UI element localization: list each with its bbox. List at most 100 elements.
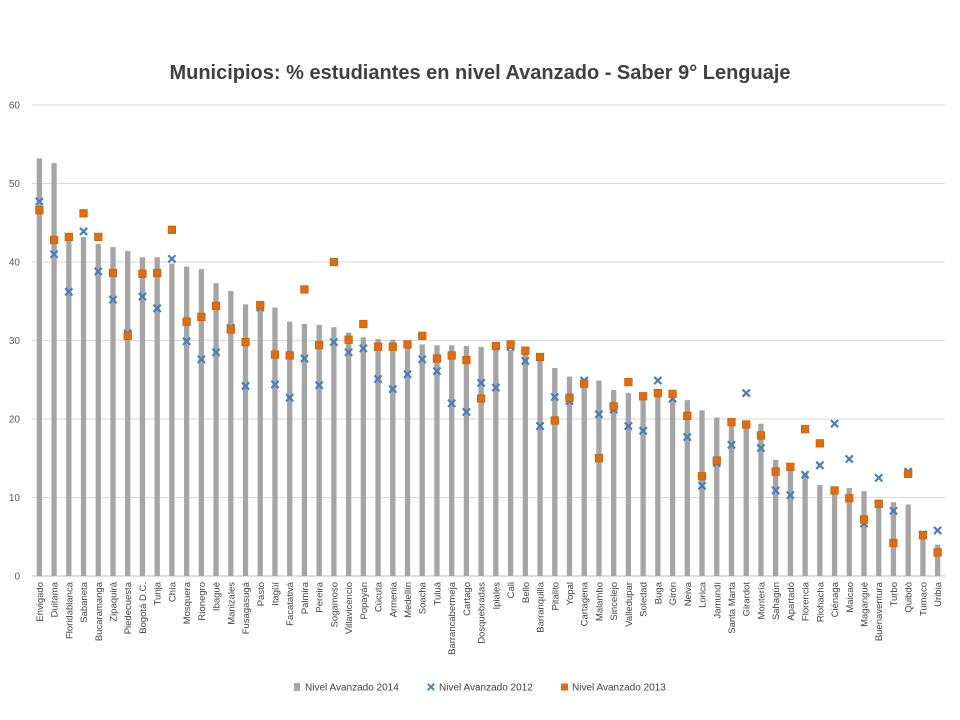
marker-2013 xyxy=(904,469,913,479)
marker-2013 xyxy=(535,352,545,362)
chart-title: Municipios: % estudiantes en nivel Avanz… xyxy=(169,62,791,84)
x-category-label: Envigado xyxy=(35,582,46,622)
marker-2012 xyxy=(771,486,781,495)
bar-2014 xyxy=(596,380,602,576)
bar-2014 xyxy=(611,389,617,576)
bar-2014 xyxy=(419,344,425,576)
x-category-label: Ipiales xyxy=(491,582,502,610)
marker-2012 xyxy=(358,343,368,353)
x-category-label: Valledupar xyxy=(624,582,635,627)
marker-2013 xyxy=(315,341,324,350)
bar-2014 xyxy=(684,400,690,576)
bar-2014 xyxy=(272,307,278,576)
marker-2013 xyxy=(432,354,442,363)
bar-2014 xyxy=(934,544,941,576)
bar-2014 xyxy=(493,349,499,576)
marker-2013 xyxy=(270,350,280,359)
y-tick-label: 50 xyxy=(9,179,21,190)
marker-2012 xyxy=(300,354,309,363)
x-category-label: Chía xyxy=(167,581,178,602)
x-category-label: Neiva xyxy=(683,581,694,606)
bar-series-2014 xyxy=(36,158,941,576)
marker-2012 xyxy=(417,354,427,364)
x-category-label: Jamundí xyxy=(712,582,723,619)
legend-label: Nivel Avanzado 2013 xyxy=(572,683,666,694)
x-category-label: Popayán xyxy=(359,582,370,620)
marker-2013 xyxy=(712,456,721,465)
marker-2013 xyxy=(123,331,132,340)
bar-2014 xyxy=(183,266,190,576)
marker-2013 xyxy=(300,285,309,294)
marker-2013 xyxy=(477,394,486,403)
marker-2013 xyxy=(344,335,353,344)
marker-2013 xyxy=(226,325,235,334)
legend-swatch xyxy=(561,683,568,691)
bar-2014 xyxy=(552,367,558,576)
marker-2012 xyxy=(476,378,486,388)
y-tick-label: 10 xyxy=(9,493,21,504)
marker-2013 xyxy=(285,351,294,360)
marker-2012 xyxy=(727,440,736,450)
marker-2013 xyxy=(830,486,839,495)
marker-2013 xyxy=(727,418,736,427)
bar-2014 xyxy=(728,418,735,576)
bar-2014 xyxy=(846,488,852,576)
x-category-label: Maicao xyxy=(845,582,856,613)
x-category-label: Girón xyxy=(668,582,679,605)
x-category-label: Riohacha xyxy=(815,581,826,622)
bar-2014 xyxy=(773,459,779,576)
x-category-label: Soledad xyxy=(639,582,650,617)
x-category-label: Ciénaga xyxy=(830,581,841,617)
x-category-label: Buga xyxy=(653,581,664,604)
marker-2013 xyxy=(845,494,854,503)
bar-2014 xyxy=(95,243,101,576)
marker-2013 xyxy=(197,312,206,322)
x-category-label: Zipaquirá xyxy=(108,581,119,621)
marker-2012 xyxy=(756,443,766,453)
bar-2014 xyxy=(198,269,204,576)
marker-2012 xyxy=(830,419,839,429)
marker-2013 xyxy=(771,467,780,476)
x-category-label: Sabaneta xyxy=(79,581,90,622)
bar-2014 xyxy=(861,491,867,576)
bar-2014 xyxy=(345,332,352,576)
marker-2013 xyxy=(153,268,162,278)
x-category-label: Cali xyxy=(506,582,517,598)
x-category-label: Cartago xyxy=(462,582,473,616)
x-category-label: Quibdó xyxy=(904,582,915,613)
marker-2012 xyxy=(182,336,191,346)
marker-2013 xyxy=(521,346,530,355)
bar-2014 xyxy=(228,291,234,576)
marker-2013 xyxy=(94,232,103,241)
bar-2014 xyxy=(625,393,632,576)
x-category-label: Pitalito xyxy=(550,582,561,611)
marker-2013 xyxy=(801,425,810,434)
marker-2013 xyxy=(786,462,795,471)
x-category-label: Soacha xyxy=(418,581,429,614)
bar-2014 xyxy=(80,236,87,576)
marker-2012 xyxy=(64,287,74,297)
marker-2012 xyxy=(211,347,221,357)
bar-2014 xyxy=(743,422,749,576)
bar-2014 xyxy=(169,263,175,576)
marker-2013 xyxy=(624,378,633,387)
y-tick-label: 40 xyxy=(9,258,21,269)
x-category-label: Malambo xyxy=(594,582,605,621)
x-category-label: Magangué xyxy=(860,582,871,627)
x-category-label: Cartagena xyxy=(580,581,591,626)
marker-2013 xyxy=(889,538,898,548)
marker-2012 xyxy=(800,470,810,480)
marker-2013 xyxy=(565,393,574,402)
x-category-label: Uribia xyxy=(933,581,944,607)
y-tick-label: 0 xyxy=(14,572,20,583)
x-category-label: Santa Marta xyxy=(727,581,738,633)
marker-2013 xyxy=(373,342,383,351)
marker-2012 xyxy=(79,227,88,236)
marker-2012 xyxy=(285,393,295,403)
marker-2012 xyxy=(624,421,633,431)
x-category-label: Bello xyxy=(521,582,532,603)
marker-2012 xyxy=(34,197,44,206)
x-category-label: Armenia xyxy=(388,581,399,617)
x-category-label: Duitama xyxy=(50,581,61,617)
